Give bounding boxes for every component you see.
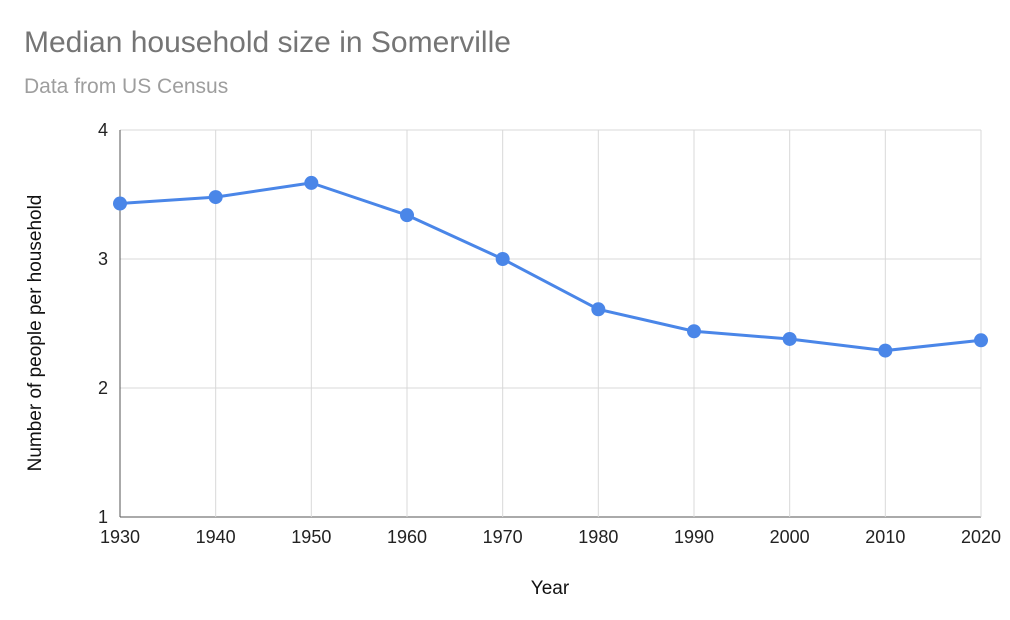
data-point bbox=[974, 333, 988, 348]
data-point bbox=[878, 343, 893, 358]
y-tick-label: 3 bbox=[98, 249, 108, 269]
data-point bbox=[400, 208, 414, 223]
x-tick-label: 1970 bbox=[483, 527, 523, 547]
data-point bbox=[591, 302, 606, 317]
data-point bbox=[782, 331, 797, 346]
data-point bbox=[113, 196, 127, 211]
tick-labels: 1 2 3 4 1930 1940 1950 1960 1970 1980 1990 2000 2010… bbox=[98, 120, 1001, 547]
grid bbox=[119, 129, 982, 518]
x-tick-label: 1930 bbox=[100, 527, 140, 547]
series-layer bbox=[113, 175, 988, 358]
x-tick-label: 2020 bbox=[961, 527, 1001, 547]
data-point bbox=[304, 175, 319, 190]
chart-subtitle: Data from US Census bbox=[24, 75, 229, 98]
x-tick-label: 1950 bbox=[291, 527, 331, 547]
y-tick-label: 2 bbox=[98, 378, 108, 398]
y-tick-label: 4 bbox=[98, 120, 108, 140]
chart-title: Median household size in Somerville bbox=[24, 26, 511, 59]
y-tick-label: 1 bbox=[98, 507, 108, 527]
x-tick-label: 2000 bbox=[770, 527, 810, 547]
x-tick-label: 1990 bbox=[674, 527, 714, 547]
x-tick-label: 2010 bbox=[865, 527, 905, 547]
data-point bbox=[208, 190, 223, 205]
y-axis-label: Number of people per household bbox=[25, 195, 46, 472]
x-axis-label: Year bbox=[531, 578, 570, 599]
x-tick-label: 1960 bbox=[387, 527, 427, 547]
x-tick-label: 1980 bbox=[578, 527, 618, 547]
data-point bbox=[495, 252, 510, 266]
data-point bbox=[687, 324, 701, 339]
series-line bbox=[119, 181, 982, 353]
x-tick-label: 1940 bbox=[196, 527, 236, 547]
